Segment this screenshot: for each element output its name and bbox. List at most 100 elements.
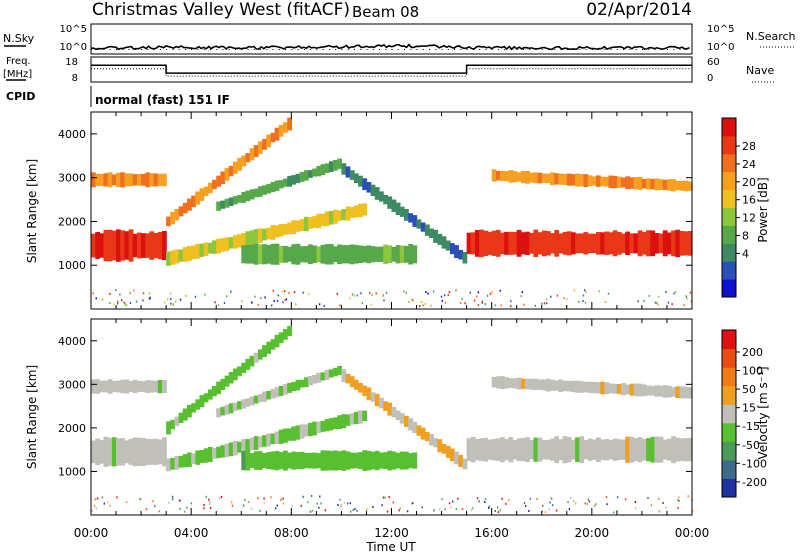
rti-speckle bbox=[411, 502, 413, 505]
rti-cell-7 bbox=[512, 232, 518, 255]
rti-speckle bbox=[484, 498, 487, 501]
rti-cell-2 bbox=[182, 202, 188, 214]
rti-cell-3 bbox=[111, 174, 117, 186]
rti-cell-7 bbox=[479, 438, 484, 461]
rti-speckle bbox=[457, 497, 459, 500]
nsearch-point bbox=[447, 49, 449, 50]
rti-speckle bbox=[307, 501, 309, 504]
rti-cell-2 bbox=[253, 145, 259, 157]
rti-speckle bbox=[123, 301, 126, 304]
rti-speckle bbox=[336, 292, 338, 295]
rti-cell-1 bbox=[353, 205, 359, 218]
rti-cell-6 bbox=[370, 184, 376, 196]
velocity-colorbar bbox=[721, 329, 737, 498]
rti-cell-8 bbox=[575, 173, 580, 187]
rti-cell-0 bbox=[111, 437, 117, 467]
rti-speckle bbox=[412, 502, 414, 504]
rti-cell-7 bbox=[579, 233, 585, 254]
rti-speckle bbox=[94, 498, 97, 501]
nsearch-point bbox=[466, 49, 468, 50]
rti-speckle bbox=[371, 294, 373, 296]
rti-cell-7 bbox=[671, 230, 676, 257]
rti-speckle bbox=[455, 289, 457, 292]
rti-cell-0 bbox=[128, 229, 134, 262]
rti-cell-1 bbox=[316, 213, 322, 229]
rti-cell-1 bbox=[337, 415, 342, 429]
rti-cell-1 bbox=[245, 439, 251, 452]
rti-cell-4 bbox=[237, 401, 242, 410]
rti-speckle bbox=[282, 497, 284, 500]
rti-speckle bbox=[107, 501, 109, 504]
rti-cell-0 bbox=[157, 231, 163, 260]
rti-cell-7 bbox=[566, 437, 572, 463]
rti-cell-7 bbox=[612, 438, 618, 461]
rti-speckle bbox=[273, 300, 275, 302]
nave-label: Nave bbox=[746, 64, 774, 77]
rti-cell-4 bbox=[270, 182, 276, 193]
rti-cell-1 bbox=[241, 232, 247, 247]
rti-cell-6 bbox=[379, 191, 384, 202]
date-label: 02/Apr/2014 bbox=[586, 0, 692, 20]
rti-speckle bbox=[352, 508, 354, 511]
rti-speckle bbox=[656, 301, 658, 304]
rti-cell-3 bbox=[149, 380, 155, 393]
rti-cell-2 bbox=[178, 206, 184, 217]
nsearch-point bbox=[178, 49, 180, 50]
rti-cell-8 bbox=[621, 177, 626, 188]
rti-cell-7 bbox=[658, 233, 664, 254]
rti-speckle bbox=[584, 502, 586, 505]
rti-cell-6 bbox=[345, 373, 351, 384]
rti-cell-1 bbox=[324, 211, 330, 227]
rti-speckle bbox=[96, 497, 99, 500]
rti-cell-8 bbox=[545, 173, 551, 184]
rti-speckle bbox=[496, 506, 499, 509]
rti-cell-1 bbox=[287, 222, 292, 235]
rti-speckle bbox=[383, 299, 385, 302]
rti-cell-8 bbox=[579, 381, 585, 393]
rti-cell-5 bbox=[291, 451, 297, 470]
rti-speckle bbox=[241, 300, 243, 303]
rti-speckle bbox=[497, 511, 500, 514]
rti-cell-6 bbox=[391, 407, 397, 418]
rti-speckle bbox=[441, 299, 443, 302]
rti-cell-5 bbox=[353, 244, 359, 264]
rti-speckle bbox=[510, 305, 512, 308]
rti-speckle bbox=[422, 304, 424, 307]
rti-speckle bbox=[607, 292, 610, 295]
rti-cell-6 bbox=[449, 448, 455, 462]
nsearch-point bbox=[585, 49, 587, 50]
rti-speckle bbox=[654, 301, 657, 304]
rti-cell-2 bbox=[262, 345, 267, 357]
rti-cell-4 bbox=[283, 384, 288, 395]
rti-speckle bbox=[573, 289, 576, 292]
rti-cell-1 bbox=[191, 245, 196, 260]
rti-cell-7 bbox=[516, 438, 522, 462]
rti-cell-8 bbox=[679, 180, 685, 191]
rti-cell-6 bbox=[349, 376, 355, 388]
rti-speckle bbox=[386, 510, 389, 513]
rti-cell-7 bbox=[533, 229, 539, 257]
rti-speckle bbox=[356, 509, 358, 512]
rti-cell-7 bbox=[687, 231, 693, 256]
velocity-y-ticks: 4000 3000 2000 1000 bbox=[58, 335, 692, 478]
rti-cell-1 bbox=[191, 453, 196, 464]
nsearch-point bbox=[247, 49, 249, 50]
rti-cell-7 bbox=[554, 436, 560, 464]
power-colorbar-ticks: 28 24 20 16 12 8 4 bbox=[736, 140, 756, 260]
rti-speckle bbox=[125, 304, 128, 307]
rti-cell-1 bbox=[166, 458, 171, 472]
rti-speckle bbox=[491, 291, 493, 294]
rti-speckle bbox=[350, 510, 352, 513]
nsearch-point bbox=[554, 49, 556, 50]
rti-cell-4 bbox=[303, 170, 309, 181]
rti-cell-4 bbox=[257, 186, 263, 197]
nsearch-point bbox=[353, 49, 355, 50]
rti-cell-7 bbox=[629, 436, 635, 463]
rti-speckle bbox=[295, 303, 297, 306]
rti-cell-8 bbox=[575, 380, 580, 393]
rti-cell-7 bbox=[641, 232, 647, 255]
rti-cell-1 bbox=[274, 225, 280, 238]
colorbar-tick-label: 12 bbox=[742, 212, 756, 225]
rti-cell-5 bbox=[387, 245, 393, 264]
rti-cell-5 bbox=[257, 451, 263, 470]
